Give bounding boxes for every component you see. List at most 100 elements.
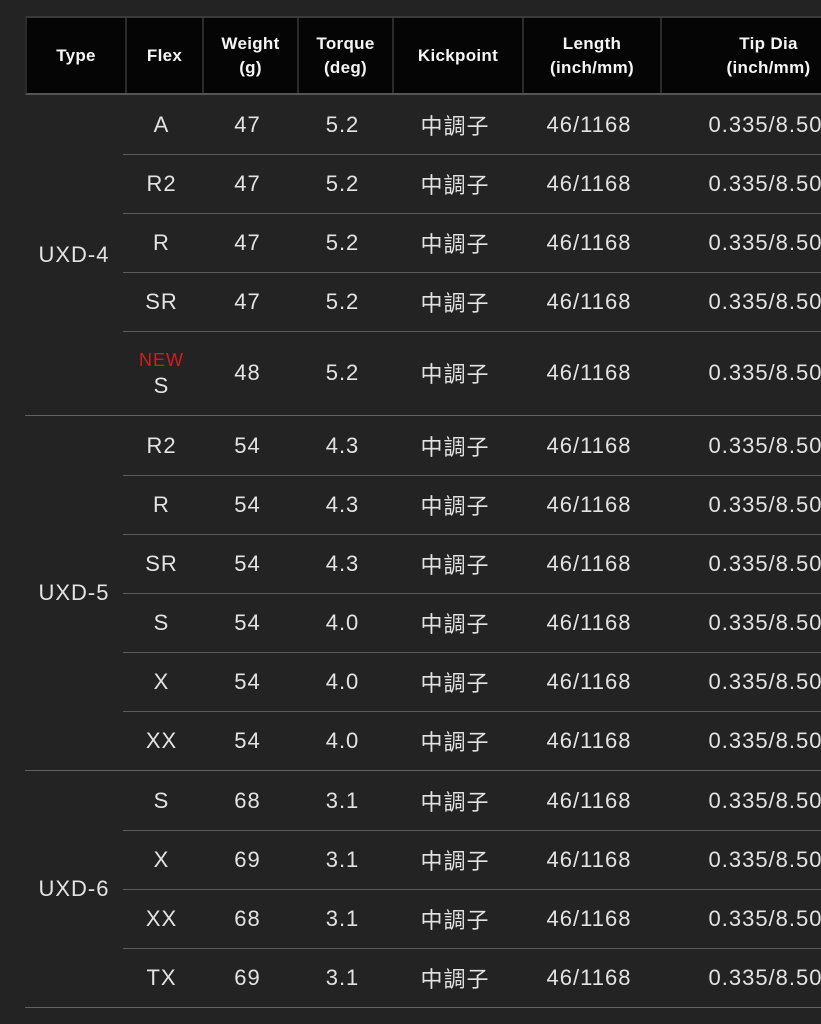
type-spacer (25, 593, 123, 652)
torque-cell: 4.0 (325, 609, 360, 635)
torque-cell: 4.0 (325, 668, 360, 694)
torque-cell: 3.1 (325, 905, 360, 931)
weight-cell: 68 (234, 787, 261, 813)
flex-cell: SR (145, 288, 178, 314)
torque-cell: 3.1 (325, 787, 360, 813)
kickpoint-cell: 中調子 (420, 362, 490, 387)
tip-dia-cell: 0.335/8.50 (708, 609, 821, 635)
flex-cell: TX (146, 964, 177, 990)
weight-cell: 54 (234, 432, 261, 458)
tip-dia-cell: 0.335/8.50 (708, 229, 821, 255)
length-cell: 46/1168 (546, 609, 632, 635)
col-header-tip-dia-unit: (inch/mm) (726, 57, 811, 77)
weight-cell: 54 (234, 609, 261, 635)
kickpoint-cell: 中調子 (420, 493, 490, 519)
weight-cell: 47 (234, 229, 261, 255)
length-cell: 46/1168 (546, 964, 632, 990)
flex-cell: R2 (146, 432, 177, 458)
kickpoint-cell: 中調子 (420, 434, 490, 460)
tip-dia-cell: 0.335/8.50 (708, 787, 821, 813)
torque-cell: 4.3 (325, 491, 360, 517)
kickpoint-cell: 中調子 (420, 789, 490, 815)
length-cell: 46/1168 (546, 288, 632, 314)
tip-dia-cell: 0.335/8.50 (708, 360, 821, 385)
kickpoint-cell: 中調子 (420, 552, 490, 578)
tip-dia-cell: 0.335/8.50 (708, 288, 821, 314)
torque-cell: 5.2 (325, 170, 360, 196)
tip-dia-cell: 0.335/8.50 (708, 550, 821, 576)
type-spacer (25, 534, 123, 593)
flex-cell: NEW S (123, 331, 200, 415)
kickpoint-cell: 中調子 (420, 172, 490, 198)
type-label-uxd-6: UXD-6 (38, 876, 110, 901)
type-spacer (25, 830, 123, 889)
torque-cell: 3.1 (325, 846, 360, 872)
torque-cell: 5.2 (325, 229, 360, 255)
col-header-weight-label: Weight (221, 33, 280, 53)
col-header-length-unit: (inch/mm) (550, 57, 634, 77)
type-spacer (25, 889, 123, 948)
spec-row-new: NEW S 48 5.2 中調子 46/1168 0.335/8.50 (25, 331, 821, 415)
spec-row: SR 54 4.3 中調子 46/1168 0.335/8.50 (25, 534, 821, 593)
length-cell: 46/1168 (546, 905, 632, 931)
type-label-uxd-4: UXD-4 (38, 242, 110, 267)
flex-cell: X (153, 846, 170, 872)
torque-cell: 5.2 (325, 360, 360, 385)
tip-dia-cell: 0.335/8.50 (708, 727, 821, 753)
col-header-weight: Weight (g) (202, 18, 297, 93)
spec-row: X 54 4.0 中調子 46/1168 0.335/8.50 (25, 652, 821, 711)
col-header-kickpoint: Kickpoint (392, 18, 522, 93)
spec-row: S 68 3.1 中調子 46/1168 0.335/8.50 (25, 771, 821, 830)
col-header-kickpoint-label: Kickpoint (417, 45, 499, 65)
group-uxd-4: UXD-4 A 47 5.2 中調子 46/1168 0.335/8.50 R2… (25, 95, 821, 416)
torque-cell: 4.3 (325, 432, 360, 458)
group-uxd-5: UXD-5 R2 54 4.3 中調子 46/1168 0.335/8.50 R… (25, 416, 821, 771)
length-cell: 46/1168 (546, 111, 632, 137)
weight-cell: 68 (234, 905, 261, 931)
flex-cell: R (153, 491, 170, 517)
col-header-type: Type (27, 18, 125, 93)
spec-row: XX 54 4.0 中調子 46/1168 0.335/8.50 (25, 711, 821, 770)
tip-dia-cell: 0.335/8.50 (708, 964, 821, 990)
type-spacer (25, 475, 123, 534)
type-spacer (25, 213, 123, 272)
type-spacer (25, 652, 123, 711)
weight-cell: 54 (234, 550, 261, 576)
col-header-torque-label: Torque (316, 33, 375, 53)
spec-row: R 54 4.3 中調子 46/1168 0.335/8.50 (25, 475, 821, 534)
type-spacer (25, 948, 123, 1007)
weight-cell: 47 (234, 111, 261, 137)
spec-row: R2 47 5.2 中調子 46/1168 0.335/8.50 (25, 154, 821, 213)
type-label-uxd-5: UXD-5 (38, 580, 110, 605)
kickpoint-cell: 中調子 (420, 231, 490, 257)
tip-dia-cell: 0.335/8.50 (708, 846, 821, 872)
flex-cell: R (153, 229, 170, 255)
flex-cell: R2 (146, 170, 177, 196)
type-spacer (25, 95, 123, 154)
weight-cell: 69 (234, 846, 261, 872)
col-header-torque: Torque (deg) (297, 18, 392, 93)
type-spacer (25, 416, 123, 475)
torque-cell: 4.3 (325, 550, 360, 576)
length-cell: 46/1168 (546, 491, 632, 517)
type-spacer (25, 154, 123, 213)
type-spacer (25, 331, 123, 415)
type-spacer (25, 711, 123, 770)
spec-row: R 47 5.2 中調子 46/1168 0.335/8.50 (25, 213, 821, 272)
spec-row: X 69 3.1 中調子 46/1168 0.335/8.50 (25, 830, 821, 889)
length-cell: 46/1168 (546, 787, 632, 813)
group-uxd-6: UXD-6 S 68 3.1 中調子 46/1168 0.335/8.50 X … (25, 771, 821, 1008)
table-header-row: Type Flex Weight (g) Torque (deg) Kickpo… (25, 16, 821, 95)
weight-cell: 54 (234, 491, 261, 517)
tip-dia-cell: 0.335/8.50 (708, 668, 821, 694)
type-spacer (25, 771, 123, 830)
shaft-spec-table: Type Flex Weight (g) Torque (deg) Kickpo… (25, 16, 821, 1008)
col-header-type-label: Type (56, 45, 96, 65)
length-cell: 46/1168 (546, 846, 632, 872)
weight-cell: 48 (234, 360, 261, 385)
flex-value: S (153, 372, 170, 398)
kickpoint-cell: 中調子 (420, 966, 490, 992)
weight-cell: 54 (234, 668, 261, 694)
tip-dia-cell: 0.335/8.50 (708, 905, 821, 931)
spec-row: R2 54 4.3 中調子 46/1168 0.335/8.50 (25, 416, 821, 475)
